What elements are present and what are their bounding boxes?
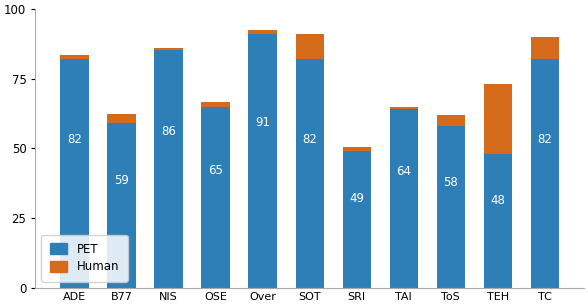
Text: 82: 82	[537, 133, 552, 146]
Bar	[437, 115, 465, 126]
Bar	[155, 48, 183, 50]
Bar	[390, 107, 418, 110]
Bar	[531, 37, 559, 59]
Bar	[249, 34, 277, 288]
Text: 59: 59	[114, 174, 129, 187]
Bar	[296, 34, 324, 59]
Text: 82: 82	[67, 133, 82, 146]
Bar	[390, 110, 418, 288]
Bar	[61, 59, 89, 288]
Bar	[296, 59, 324, 288]
Bar	[484, 154, 512, 288]
Bar	[61, 55, 89, 59]
Text: 82: 82	[302, 133, 317, 146]
Bar	[437, 126, 465, 288]
Bar	[249, 30, 277, 34]
Bar	[343, 151, 371, 288]
Text: 64: 64	[396, 165, 411, 178]
Bar	[343, 147, 371, 151]
Bar	[202, 103, 230, 107]
Bar	[108, 123, 136, 288]
Text: 58: 58	[443, 176, 458, 189]
Text: 49: 49	[349, 192, 364, 205]
Text: 86: 86	[161, 125, 176, 139]
Text: 65: 65	[208, 163, 223, 177]
Bar	[531, 59, 559, 288]
Text: 48: 48	[490, 194, 505, 207]
Bar	[108, 114, 136, 123]
Legend: PET, Human: PET, Human	[41, 234, 128, 282]
Text: 91: 91	[255, 117, 270, 129]
Bar	[484, 84, 512, 154]
Bar	[155, 48, 183, 288]
Bar	[202, 107, 230, 288]
